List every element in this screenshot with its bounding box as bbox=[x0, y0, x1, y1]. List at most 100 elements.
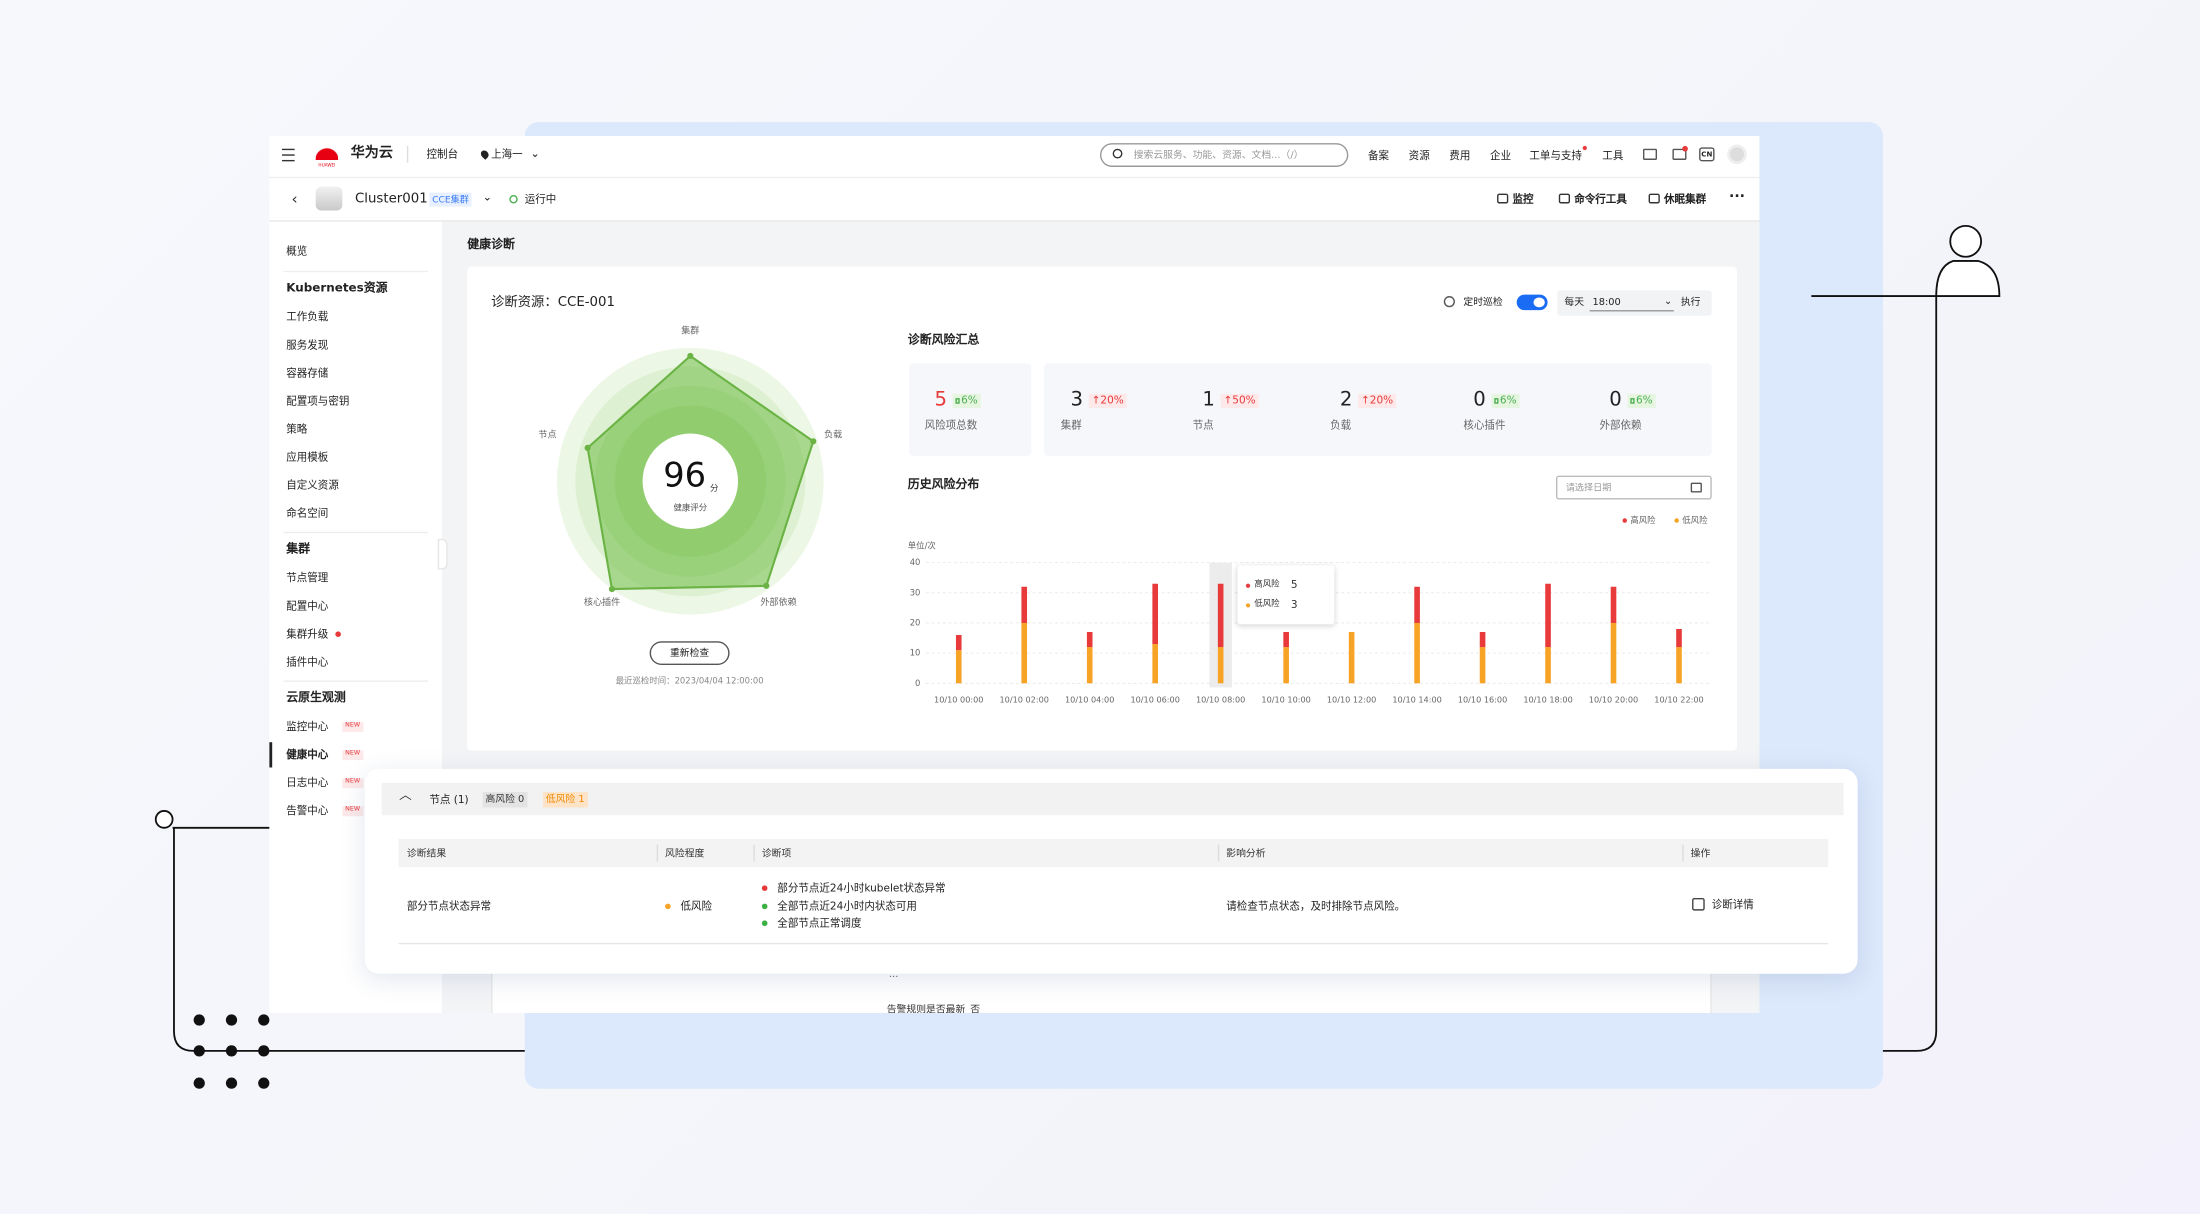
y-tick-label: 30 bbox=[910, 587, 921, 597]
x-tick-label: 10/10 00:00 bbox=[934, 695, 983, 705]
icon[interactable] bbox=[1642, 148, 1658, 160]
logo-text: HUAWEI bbox=[318, 162, 336, 168]
sidebar-item[interactable]: 配置中心 bbox=[286, 599, 329, 613]
nav-link[interactable]: 备案 bbox=[1367, 148, 1390, 162]
sidebar-divider bbox=[283, 270, 428, 273]
bar-segment bbox=[1610, 622, 1617, 684]
icon[interactable] bbox=[1672, 148, 1687, 160]
menu-icon[interactable] bbox=[282, 154, 295, 157]
low-risk-tag: 低风险 1 bbox=[542, 791, 588, 807]
lower-card bbox=[491, 973, 1712, 1014]
sidebar-item[interactable]: 日志中心 bbox=[286, 776, 329, 789]
nav-link[interactable]: 企业 bbox=[1490, 148, 1512, 162]
huawei-logo bbox=[315, 143, 339, 160]
summary-card bbox=[909, 363, 1032, 456]
summary-title: 诊断风险汇总 bbox=[907, 333, 980, 348]
x-tick-label: 10/10 12:00 bbox=[1327, 695, 1376, 705]
cluster-name: Cluster001 bbox=[354, 191, 428, 207]
cluster-action[interactable]: 休眠集群 bbox=[1664, 192, 1707, 206]
menu-icon[interactable] bbox=[282, 148, 295, 151]
sidebar-item[interactable]: 告警中心 bbox=[286, 804, 329, 817]
summary-label: 外部依赖 bbox=[1599, 417, 1642, 431]
cluster-icon bbox=[315, 186, 343, 211]
bar-segment bbox=[1086, 632, 1093, 648]
column-header: 操作 bbox=[1690, 847, 1711, 859]
nav-link[interactable]: 费用 bbox=[1449, 148, 1471, 162]
collapse-handle[interactable] bbox=[437, 538, 448, 570]
bar-segment bbox=[1610, 586, 1617, 623]
cluster-tag: CCE集群 bbox=[429, 192, 472, 206]
x-tick-label: 10/10 16:00 bbox=[1458, 695, 1507, 705]
new-badge: NEW bbox=[342, 778, 363, 788]
lang-box[interactable] bbox=[1699, 147, 1715, 162]
avatar[interactable] bbox=[1727, 144, 1747, 165]
sidebar-item[interactable]: 概览 bbox=[286, 244, 308, 258]
summary-label: 节点 bbox=[1192, 417, 1214, 431]
tooltip-value: 5 bbox=[1290, 578, 1298, 592]
menu-icon[interactable] bbox=[282, 159, 295, 162]
more-button[interactable]: ··· bbox=[1728, 189, 1745, 205]
sidebar-item[interactable]: 服务发现 bbox=[286, 338, 329, 352]
detail-link[interactable]: 诊断详情 bbox=[1711, 897, 1754, 911]
sidebar-active bbox=[269, 742, 273, 768]
sidebar-group-title: 云原生观测 bbox=[286, 691, 346, 706]
sidebar-item[interactable]: 集群升级 bbox=[286, 627, 329, 641]
column-divider bbox=[753, 844, 755, 862]
date-picker[interactable] bbox=[1555, 475, 1712, 500]
region-select[interactable]: 上海一 bbox=[491, 147, 523, 161]
summary-label: 核心插件 bbox=[1463, 417, 1506, 431]
nav-link[interactable]: 资源 bbox=[1408, 148, 1430, 162]
sidebar-item[interactable]: 容器存储 bbox=[286, 366, 329, 380]
sidebar-divider bbox=[283, 531, 428, 534]
tooltip-marker bbox=[1245, 602, 1251, 607]
summary-card bbox=[1043, 363, 1712, 456]
console-link[interactable]: 控制台 bbox=[426, 147, 459, 161]
chevron: ⌄ bbox=[1664, 295, 1673, 307]
search-box[interactable] bbox=[1099, 143, 1349, 167]
sidebar-item[interactable]: 命名空间 bbox=[286, 506, 329, 520]
change-badge: 6% bbox=[1627, 393, 1656, 408]
cluster-action[interactable]: 监控 bbox=[1512, 192, 1534, 206]
recheck-button[interactable] bbox=[649, 641, 730, 666]
collapse-icon[interactable]: ︿ bbox=[399, 789, 412, 804]
back-button[interactable]: ‹ bbox=[291, 190, 298, 209]
sidebar-item[interactable]: 自定义资源 bbox=[286, 478, 339, 492]
group-header[interactable] bbox=[381, 782, 1844, 816]
sidebar-item[interactable]: 策略 bbox=[286, 422, 308, 436]
schedule-time: 18:00 bbox=[1592, 296, 1621, 308]
lang[interactable]: CN bbox=[1701, 150, 1713, 159]
time-select[interactable] bbox=[1589, 293, 1674, 312]
run-button[interactable]: 执行 bbox=[1680, 296, 1701, 308]
cluster-action[interactable]: 命令行工具 bbox=[1574, 192, 1627, 206]
nav-link[interactable]: 工单与支持 bbox=[1529, 148, 1582, 162]
new-badge: NEW bbox=[342, 750, 363, 760]
sidebar-item[interactable]: 健康中心 bbox=[286, 748, 329, 761]
date-placeholder: 请选择日期 bbox=[1565, 481, 1612, 493]
sidebar-item[interactable]: 监控中心 bbox=[286, 720, 329, 733]
legend-label: 高风险 bbox=[1630, 515, 1656, 525]
column-divider bbox=[1217, 844, 1220, 862]
sidebar-item[interactable]: 配置项与密钥 bbox=[286, 394, 350, 408]
sidebar-item[interactable]: 插件中心 bbox=[286, 655, 329, 669]
sidebar-item[interactable]: 节点管理 bbox=[286, 571, 329, 585]
tooltip-label: 高风险 bbox=[1254, 579, 1280, 590]
bar-segment bbox=[955, 650, 962, 684]
change-text: 6% bbox=[961, 393, 978, 406]
column-divider bbox=[656, 844, 659, 862]
x-tick-label: 10/10 14:00 bbox=[1392, 695, 1441, 705]
summary-value: 0 bbox=[1609, 387, 1622, 411]
bar-segment bbox=[1217, 647, 1224, 684]
calendar-icon bbox=[1690, 482, 1702, 493]
summary-label: 风险项总数 bbox=[924, 417, 978, 431]
high-risk-tag: 高风险 0 bbox=[482, 791, 528, 807]
x-tick-label: 10/10 02:00 bbox=[1000, 695, 1049, 705]
radar-point bbox=[584, 444, 591, 451]
bar-segment bbox=[1152, 644, 1158, 684]
nav-link[interactable]: 工具 bbox=[1602, 148, 1624, 162]
radar-axis-label: 集群 bbox=[681, 325, 699, 337]
search-placeholder: 搜索云服务、功能、资源、文档...（/） bbox=[1133, 148, 1304, 160]
sidebar-item[interactable]: 应用模板 bbox=[286, 450, 329, 464]
recheck-label[interactable]: 重新检查 bbox=[669, 646, 710, 659]
sidebar-item[interactable]: 工作负载 bbox=[286, 310, 329, 324]
summary-value: 5 bbox=[934, 387, 947, 411]
